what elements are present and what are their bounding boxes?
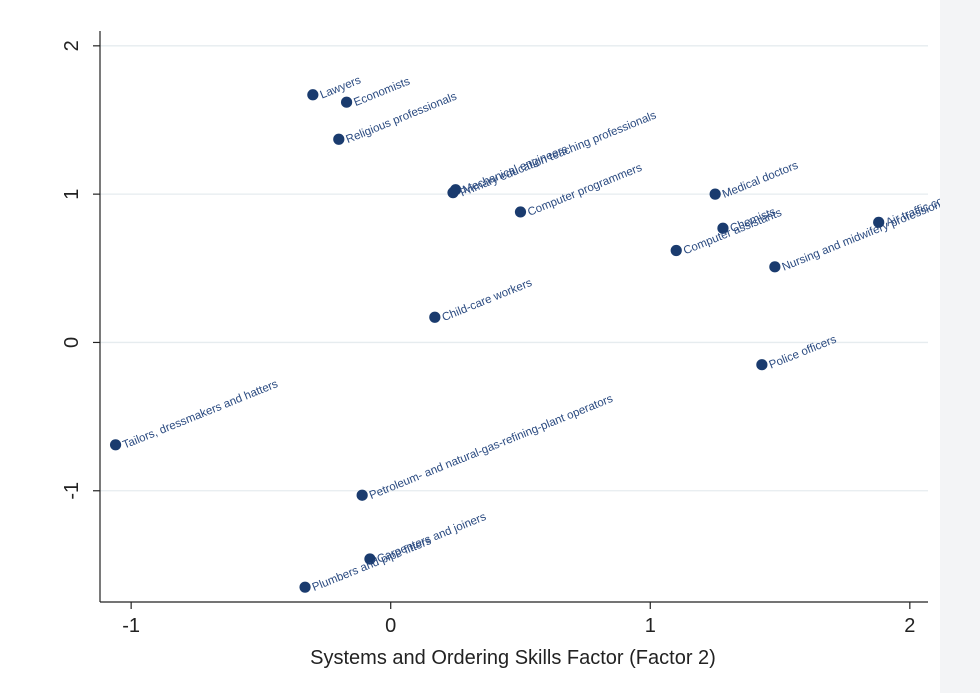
right-margin <box>940 0 980 693</box>
point-label-5: Computer programmers <box>526 162 644 219</box>
grid-layer <box>100 45 928 492</box>
data-point-0 <box>307 89 319 101</box>
x-tick-label-2: 1 <box>645 615 656 637</box>
data-point-14 <box>356 489 368 501</box>
data-point-9 <box>769 261 781 273</box>
x-axis-title: Systems and Ordering Skills Factor (Fact… <box>310 647 716 669</box>
data-point-1 <box>340 96 353 108</box>
data-point-7 <box>717 222 729 234</box>
plot-frame <box>0 0 940 693</box>
y-tick-label-2: 1 <box>61 189 83 200</box>
data-point-11 <box>429 311 441 323</box>
axis-layer: -1 0 1 2 -1 0 1 2 <box>61 31 928 637</box>
x-tick-label-1: 0 <box>385 615 396 637</box>
x-tick-label-0: -1 <box>122 615 140 637</box>
point-label-8: Computer assistants <box>682 207 784 257</box>
point-label-12: Police officers <box>768 334 839 372</box>
y-tick-label-1: 0 <box>61 337 83 348</box>
data-point-10 <box>873 216 885 228</box>
point-label-13: Tailors, dressmakers and hatters <box>121 378 280 451</box>
data-point-16 <box>299 581 311 593</box>
point-label-1: Economists <box>352 75 412 108</box>
data-point-6 <box>709 188 721 200</box>
point-label-14: Petroleum- and natural-gas-refining-plan… <box>368 393 615 502</box>
data-point-8 <box>670 244 682 257</box>
data-point-13 <box>109 439 122 451</box>
y-tick-label-3: 2 <box>61 40 83 51</box>
x-tick-label-3: 2 <box>904 615 915 637</box>
data-point-5 <box>514 206 527 218</box>
point-label-16: Plumbers and pipe fitters <box>311 535 434 594</box>
data-point-15 <box>364 553 376 565</box>
data-point-12 <box>756 359 768 371</box>
point-label-4: Primary education teaching professionals <box>459 109 659 199</box>
data-point-2 <box>333 133 345 145</box>
data-point-4 <box>447 187 459 199</box>
y-tick-label-0: -1 <box>61 482 83 500</box>
point-label-11: Child-care workers <box>440 277 534 324</box>
